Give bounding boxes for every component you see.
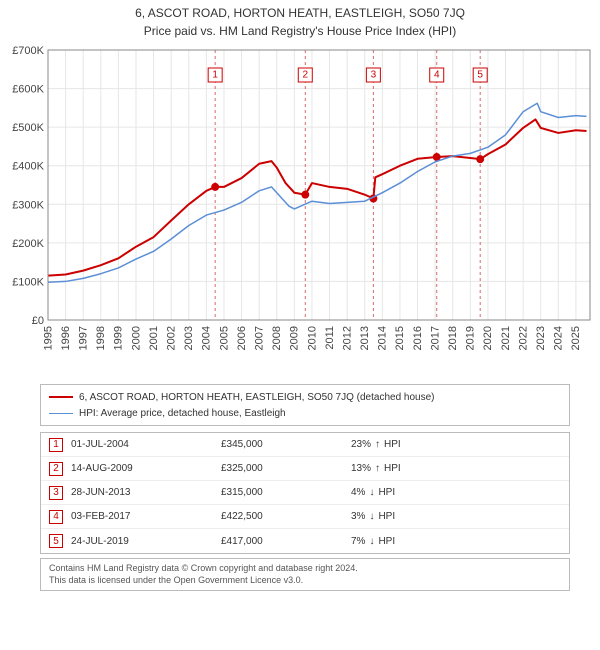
sale-number-box: 3 — [49, 486, 63, 500]
chart-area: £0 £100K £200K £300K £400K £500K £600K £700K 199… — [0, 40, 600, 380]
footer-attribution: Contains HM Land Registry data © Crown c… — [40, 558, 570, 591]
sale-diff: 3%↓HPI — [351, 511, 531, 522]
arrow-down-icon: ↓ — [369, 511, 374, 522]
svg-text:2003: 2003 — [183, 326, 195, 350]
table-row: 4 03-FEB-2017£422,5003%↓HPI — [41, 505, 569, 529]
svg-text:2016: 2016 — [412, 326, 424, 350]
svg-text:2010: 2010 — [306, 326, 318, 350]
svg-text:£400K: £400K — [12, 161, 44, 173]
sales-table: 101-JUL-2004£345,00023%↑HPI214-AUG-2009£… — [40, 432, 570, 554]
footer-line1: Contains HM Land Registry data © Crown c… — [49, 563, 561, 575]
sale-date: 01-JUL-2004 — [71, 439, 221, 450]
svg-text:£300K: £300K — [12, 199, 44, 211]
svg-text:2: 2 — [302, 70, 308, 81]
svg-text:2007: 2007 — [253, 326, 265, 350]
chart-titles: 6, ASCOT ROAD, HORTON HEATH, EASTLEIGH, … — [0, 0, 600, 40]
sale-number-box: 1 — [49, 438, 63, 452]
sale-price: £422,500 — [221, 511, 351, 522]
svg-text:1996: 1996 — [60, 326, 72, 350]
svg-text:2001: 2001 — [148, 326, 160, 350]
svg-text:4: 4 — [434, 70, 440, 81]
svg-text:2024: 2024 — [553, 326, 565, 350]
sale-number-box: 2 — [49, 462, 63, 476]
svg-text:2008: 2008 — [271, 326, 283, 350]
svg-text:5: 5 — [477, 70, 483, 81]
sale-date: 24-JUL-2019 — [71, 536, 221, 547]
legend-label: 6, ASCOT ROAD, HORTON HEATH, EASTLEIGH, … — [79, 392, 435, 403]
legend-item: 6, ASCOT ROAD, HORTON HEATH, EASTLEIGH, … — [49, 389, 561, 405]
legend-swatch — [49, 396, 73, 398]
legend-item: HPI: Average price, detached house, East… — [49, 405, 561, 421]
svg-text:3: 3 — [371, 70, 377, 81]
sale-date: 14-AUG-2009 — [71, 463, 221, 474]
sale-price: £315,000 — [221, 487, 351, 498]
svg-text:1998: 1998 — [95, 326, 107, 350]
svg-text:£500K: £500K — [12, 122, 44, 134]
svg-text:1: 1 — [212, 70, 218, 81]
svg-text:2004: 2004 — [201, 326, 213, 350]
sale-number-box: 5 — [49, 534, 63, 548]
table-row: 3 28-JUN-2013£315,0004%↓HPI — [41, 481, 569, 505]
svg-text:£200K: £200K — [12, 238, 44, 250]
legend-swatch — [49, 413, 73, 414]
svg-text:2014: 2014 — [377, 326, 389, 350]
sale-diff: 13%↑HPI — [351, 463, 531, 474]
svg-text:1999: 1999 — [113, 326, 125, 350]
sale-price: £325,000 — [221, 463, 351, 474]
sale-price: £417,000 — [221, 536, 351, 547]
sale-diff: 7%↓HPI — [351, 536, 531, 547]
table-row: 2 14-AUG-2009£325,00013%↑HPI — [41, 457, 569, 481]
svg-text:2025: 2025 — [570, 326, 582, 350]
svg-text:2021: 2021 — [500, 326, 512, 350]
arrow-up-icon: ↑ — [375, 439, 380, 450]
svg-text:2000: 2000 — [130, 326, 142, 350]
table-row: 5 24-JUL-2019£417,0007%↓HPI — [41, 529, 569, 553]
svg-text:£700K: £700K — [12, 45, 44, 57]
svg-text:£0: £0 — [32, 315, 44, 327]
svg-text:1995: 1995 — [42, 326, 54, 350]
title-main: 6, ASCOT ROAD, HORTON HEATH, EASTLEIGH, … — [4, 6, 596, 20]
title-sub: Price paid vs. HM Land Registry's House … — [4, 24, 596, 38]
arrow-down-icon: ↓ — [369, 487, 374, 498]
sale-number-box: 4 — [49, 510, 63, 524]
sale-diff: 23%↑HPI — [351, 439, 531, 450]
svg-text:2015: 2015 — [394, 326, 406, 350]
svg-text:2009: 2009 — [289, 326, 301, 350]
svg-text:2013: 2013 — [359, 326, 371, 350]
arrow-up-icon: ↑ — [375, 463, 380, 474]
svg-text:2002: 2002 — [165, 326, 177, 350]
svg-text:2006: 2006 — [236, 326, 248, 350]
table-row: 1 01-JUL-2004£345,00023%↑HPI — [41, 433, 569, 457]
svg-text:2012: 2012 — [341, 326, 353, 350]
svg-text:2019: 2019 — [465, 326, 477, 350]
chart-svg: £0 £100K £200K £300K £400K £500K £600K £700K 199… — [0, 40, 600, 380]
svg-text:2011: 2011 — [324, 326, 336, 350]
sale-date: 28-JUN-2013 — [71, 487, 221, 498]
svg-text:£600K: £600K — [12, 84, 44, 96]
legend: 6, ASCOT ROAD, HORTON HEATH, EASTLEIGH, … — [40, 384, 570, 426]
svg-text:2005: 2005 — [218, 326, 230, 350]
arrow-down-icon: ↓ — [369, 536, 374, 547]
svg-text:£100K: £100K — [12, 276, 44, 288]
svg-text:2017: 2017 — [429, 326, 441, 350]
svg-text:2022: 2022 — [517, 326, 529, 350]
legend-label: HPI: Average price, detached house, East… — [79, 408, 286, 419]
footer-line2: This data is licensed under the Open Gov… — [49, 575, 561, 587]
sale-diff: 4%↓HPI — [351, 487, 531, 498]
sale-date: 03-FEB-2017 — [71, 511, 221, 522]
svg-text:2023: 2023 — [535, 326, 547, 350]
svg-text:2020: 2020 — [482, 326, 494, 350]
svg-text:2018: 2018 — [447, 326, 459, 350]
sale-price: £345,000 — [221, 439, 351, 450]
svg-text:1997: 1997 — [77, 326, 89, 350]
